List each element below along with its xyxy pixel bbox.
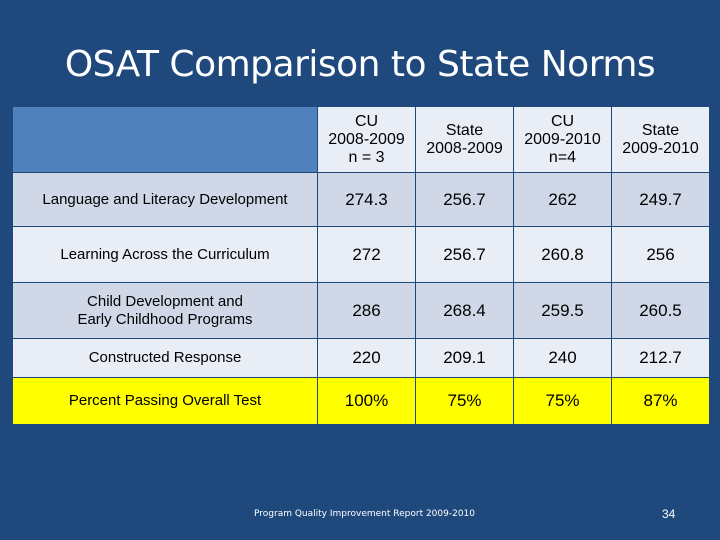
- table-cell: 256.7: [415, 172, 514, 227]
- table-cell: 249.7: [611, 172, 710, 227]
- page-number: 34: [662, 507, 676, 521]
- table-cell: 212.7: [611, 338, 710, 378]
- table-cell: 220: [317, 338, 416, 378]
- table-cell: 100%: [317, 377, 416, 425]
- table-row-highlighted: Percent Passing Overall Test 100% 75% 75…: [12, 377, 710, 425]
- col-header-line: State: [641, 121, 680, 139]
- col-header-cu-2009: CU 2009-2010 n=4: [513, 106, 612, 173]
- table-row: Language and Literacy Development 274.3 …: [12, 172, 710, 227]
- table-cell: 262: [513, 172, 612, 227]
- slide-title: OSAT Comparison to State Norms: [64, 44, 656, 85]
- table-cell: 260.8: [513, 226, 612, 283]
- table-cell: 272: [317, 226, 416, 283]
- table-cell: 75%: [513, 377, 612, 425]
- row-label: Language and Literacy Development: [12, 172, 318, 227]
- table-header-row: CU 2008-2009 n = 3 State 2008-2009 CU 20…: [12, 106, 710, 173]
- table-cell: 240: [513, 338, 612, 378]
- slide-footer: Program Quality Improvement Report 2009-…: [254, 509, 476, 519]
- col-header-state-2008: State 2008-2009: [415, 106, 514, 173]
- row-label: Constructed Response: [12, 338, 318, 378]
- table-cell: 274.3: [317, 172, 416, 227]
- table-cell: 209.1: [415, 338, 514, 378]
- col-header-line: CU: [354, 112, 379, 130]
- col-header-line: 2008-2009: [328, 130, 405, 148]
- table-cell: 259.5: [513, 282, 612, 339]
- col-header-line: 2009-2010: [524, 130, 601, 148]
- col-header-cu-2008: CU 2008-2009 n = 3: [317, 106, 416, 173]
- table-cell: 268.4: [415, 282, 514, 339]
- table-cell: 87%: [611, 377, 710, 425]
- col-header-line: 2009-2010: [622, 139, 699, 157]
- table-cell: 260.5: [611, 282, 710, 339]
- comparison-table: CU 2008-2009 n = 3 State 2008-2009 CU 20…: [12, 106, 710, 425]
- table-row: Constructed Response 220 209.1 240 212.7: [12, 338, 710, 378]
- col-header-line: 2008-2009: [426, 139, 503, 157]
- row-label: Learning Across the Curriculum: [12, 226, 318, 283]
- header-blank-cell: [12, 106, 318, 173]
- table-cell: 75%: [415, 377, 514, 425]
- table-cell: 256.7: [415, 226, 514, 283]
- table-row: Child Development and Early Childhood Pr…: [12, 282, 710, 339]
- col-header-line: CU: [550, 112, 575, 130]
- row-label-line: Early Childhood Programs: [77, 310, 253, 328]
- col-header-line: State: [445, 121, 484, 139]
- table-row: Learning Across the Curriculum 272 256.7…: [12, 226, 710, 283]
- row-label: Percent Passing Overall Test: [12, 377, 318, 425]
- table-cell: 256: [611, 226, 710, 283]
- col-header-state-2009: State 2009-2010: [611, 106, 710, 173]
- table-cell: 286: [317, 282, 416, 339]
- col-header-line: n = 3: [348, 148, 385, 166]
- row-label: Child Development and Early Childhood Pr…: [12, 282, 318, 339]
- col-header-line: n=4: [548, 148, 577, 166]
- row-label-line: Child Development and: [87, 292, 243, 310]
